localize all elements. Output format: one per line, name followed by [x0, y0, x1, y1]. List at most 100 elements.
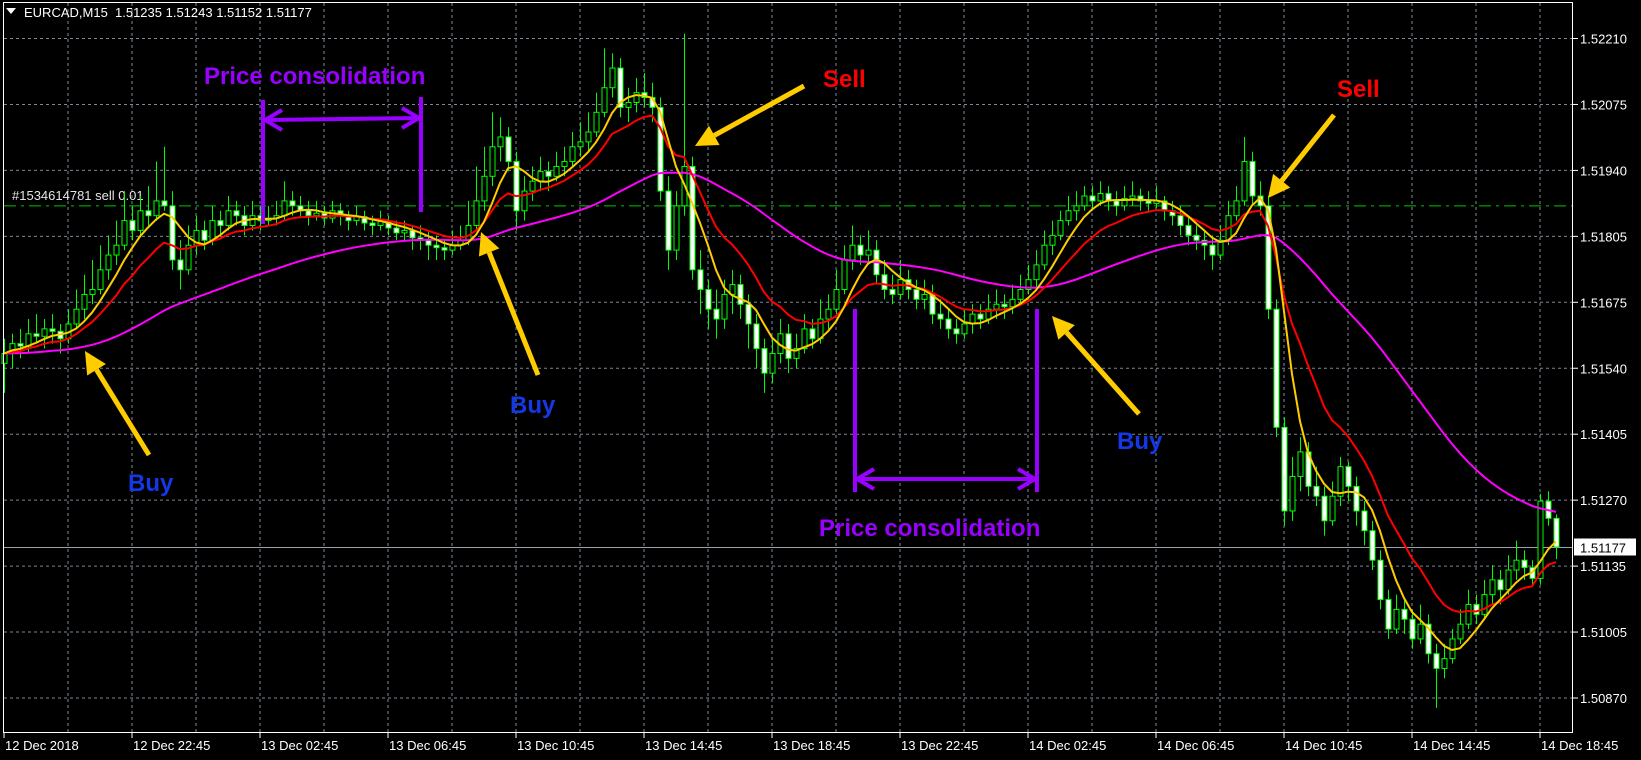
- bull-candle: [225, 210, 232, 227]
- bear-candle: [1209, 244, 1216, 256]
- bear-candle: [1313, 485, 1320, 497]
- bull-candle: [1041, 244, 1048, 266]
- bear-candle: [809, 328, 816, 340]
- bull-candle: [1049, 234, 1056, 246]
- bear-candle: [1177, 215, 1184, 227]
- arrow-shaft: [486, 251, 541, 376]
- bear-candle: [17, 343, 24, 347]
- bull-candle: [1297, 451, 1304, 478]
- bear-candle: [289, 200, 296, 207]
- bear-candle: [1193, 234, 1200, 241]
- bull-candle: [593, 111, 600, 133]
- consolidation-label-2: Price consolidation: [819, 515, 1040, 542]
- x-tick-label: 12 Dec 2018: [5, 738, 79, 753]
- bull-candle: [1033, 264, 1040, 281]
- bull-candle: [1329, 495, 1336, 522]
- buy-arrow-2: [478, 232, 541, 376]
- bear-candle: [1281, 426, 1288, 512]
- bear-candle: [505, 136, 512, 163]
- bull-candle: [1393, 608, 1400, 630]
- bear-candle: [953, 328, 960, 335]
- bull-candle: [529, 180, 536, 192]
- y-tick-label: 1.51135: [1580, 559, 1626, 574]
- y-tick-label: 1.51005: [1580, 625, 1627, 640]
- bull-candle: [1121, 197, 1128, 207]
- order-line[interactable]: #1534614781 sell 0.01: [4, 188, 1573, 207]
- bear-candle: [1113, 200, 1120, 207]
- time-axis[interactable]: 12 Dec 2018 12 Dec 22:45 13 Dec 02:45 13 De…: [3, 733, 1618, 753]
- bull-candle: [633, 92, 640, 103]
- bull-candle: [73, 308, 80, 325]
- bull-candle: [497, 136, 504, 148]
- bull-candle: [105, 254, 112, 271]
- bull-candle: [153, 200, 160, 217]
- bull-candle: [1057, 220, 1064, 236]
- sell-arrow-2: [1268, 113, 1336, 198]
- bear-candle: [617, 67, 624, 108]
- x-tick-label: 13 Dec 18:45: [773, 738, 850, 753]
- bear-candle: [737, 284, 744, 305]
- price-axis[interactable]: 1.52210 1.52075 1.51940 1.51805 1.51675 1.515…: [1573, 32, 1627, 707]
- arrow-shaft: [713, 83, 806, 138]
- y-tick-label: 1.51805: [1580, 229, 1627, 244]
- y-tick-label: 1.51405: [1580, 427, 1627, 442]
- bull-candle: [609, 67, 616, 89]
- bear-candle: [441, 247, 448, 251]
- bull-candle: [1457, 623, 1464, 640]
- x-tick-label: 13 Dec 14:45: [645, 738, 722, 753]
- bull-candle: [1337, 466, 1344, 497]
- bear-candle: [713, 308, 720, 320]
- bull-candle: [601, 87, 608, 113]
- y-tick-label: 1.51540: [1580, 361, 1627, 376]
- bear-candle: [657, 106, 664, 192]
- bull-candle: [313, 212, 320, 217]
- bull-candle: [473, 200, 480, 227]
- bull-candle: [793, 348, 800, 359]
- bear-candle: [665, 190, 672, 251]
- arrow-shaft: [94, 368, 152, 457]
- arrow-head-icon: [85, 351, 106, 376]
- x-tick-label: 14 Dec 10:45: [1285, 738, 1362, 753]
- bear-candle: [753, 323, 760, 350]
- bear-candle: [913, 289, 920, 300]
- current-price-label: 1.51177: [1580, 541, 1626, 556]
- bear-candle: [705, 289, 712, 310]
- bear-candle: [1433, 653, 1440, 669]
- bear-candle: [1497, 579, 1504, 591]
- x-tick-label: 14 Dec 18:45: [1541, 738, 1618, 753]
- sell-arrow-1: [695, 83, 806, 146]
- arrow-head-icon: [1268, 173, 1291, 198]
- plot-frame: [3, 2, 1573, 733]
- arrow-head-icon: [478, 232, 500, 257]
- bear-candle: [1473, 603, 1480, 615]
- bull-candle: [1073, 205, 1080, 212]
- bear-candle: [305, 210, 312, 217]
- bear-candle: [177, 259, 184, 271]
- bear-candle: [1145, 200, 1152, 204]
- sell-label-1: Sell: [823, 66, 866, 93]
- bull-candle: [897, 279, 904, 295]
- bull-candle: [1417, 623, 1424, 640]
- bear-candle: [1273, 308, 1280, 428]
- bear-candle: [201, 229, 208, 241]
- y-tick-label: 1.52075: [1580, 97, 1627, 112]
- arrow-shaft: [1064, 330, 1141, 416]
- bear-candle: [129, 220, 136, 231]
- bull-candle: [41, 328, 48, 337]
- bear-candle: [393, 227, 400, 234]
- bull-candle: [281, 200, 288, 217]
- bear-candle: [1377, 559, 1384, 601]
- bull-candle: [577, 141, 584, 148]
- triangle-down-icon[interactable]: [6, 8, 16, 14]
- bull-candle: [993, 303, 1000, 310]
- x-tick-label: 13 Dec 10:45: [517, 738, 594, 753]
- bear-candle: [937, 313, 944, 320]
- bull-candle: [825, 308, 832, 320]
- bull-candle: [89, 289, 96, 295]
- x-tick-label: 14 Dec 02:45: [1029, 738, 1106, 753]
- bull-candle: [1481, 594, 1488, 615]
- bull-candle: [465, 225, 472, 241]
- bull-candle: [721, 293, 728, 320]
